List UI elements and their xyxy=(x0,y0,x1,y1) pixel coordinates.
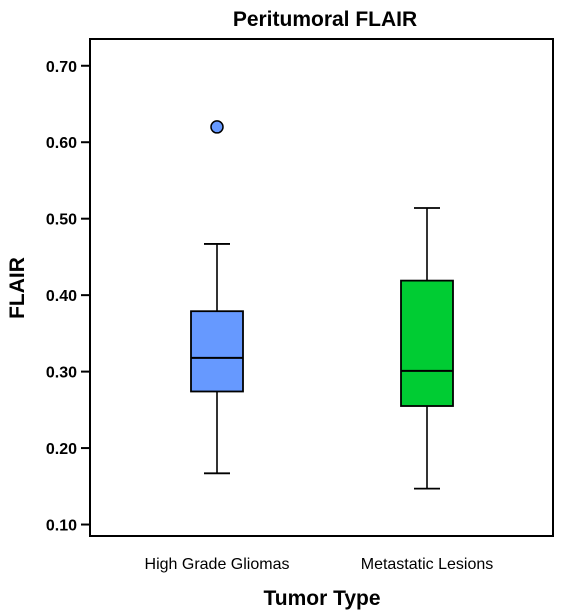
x-tick-label: High Grade Gliomas xyxy=(145,556,290,573)
y-axis: 0.10 0.20 0.30 0.40 0.50 0.60 0.70 xyxy=(46,59,90,535)
boxes-layer xyxy=(190,120,454,490)
y-tick-label: 0.60 xyxy=(46,135,77,152)
y-tick-label: 0.30 xyxy=(46,365,77,382)
outlier-point xyxy=(210,120,224,134)
plot-area-frame xyxy=(89,38,554,537)
y-tick-label: 0.10 xyxy=(46,518,77,535)
box-iqr xyxy=(190,310,244,393)
y-tick-label: 0.70 xyxy=(46,59,77,76)
y-axis-title: FLAIR xyxy=(6,257,29,319)
box-group xyxy=(400,207,454,490)
y-tick-label: 0.40 xyxy=(46,288,77,305)
x-axis-title: Tumor Type xyxy=(263,587,380,610)
x-axis: High Grade Gliomas Metastatic Lesions xyxy=(145,556,494,573)
y-tick-label: 0.50 xyxy=(46,212,77,229)
chart-title: Peritumoral FLAIR xyxy=(233,8,417,31)
x-tick-label: Metastatic Lesions xyxy=(361,556,494,573)
box-iqr xyxy=(400,279,454,407)
y-tick-label: 0.20 xyxy=(46,441,77,458)
box-group xyxy=(190,120,244,475)
